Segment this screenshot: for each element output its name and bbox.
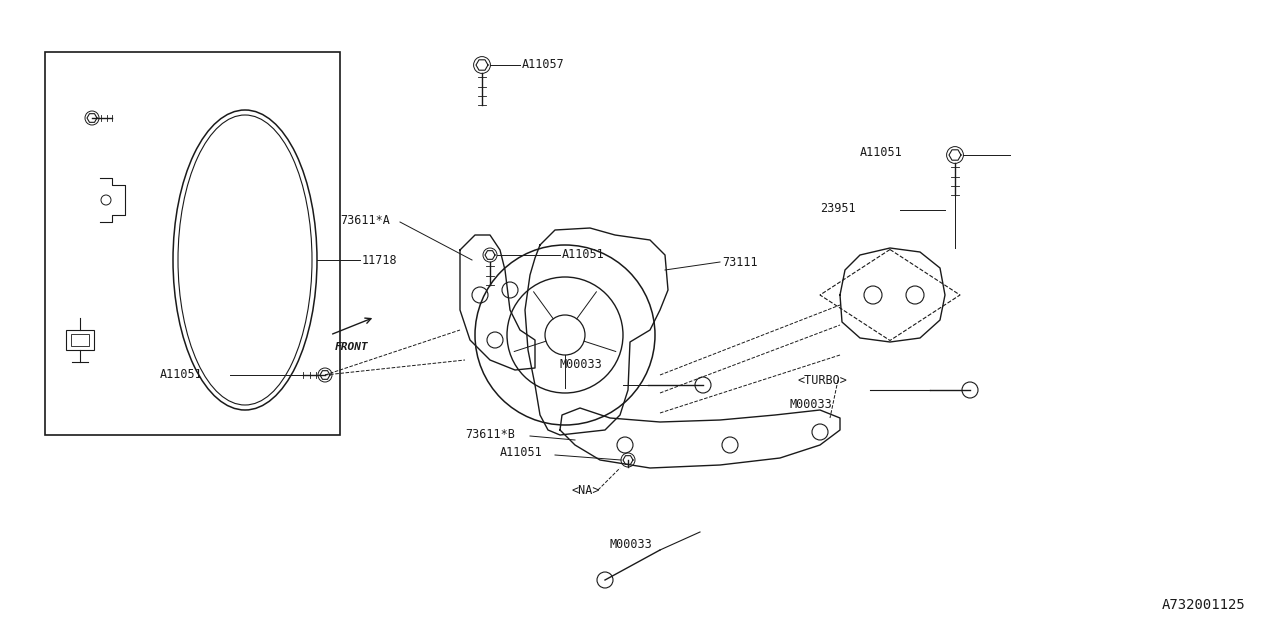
- Text: M00033: M00033: [611, 538, 653, 552]
- Bar: [70, 334, 90, 346]
- Bar: [45, 52, 340, 435]
- Text: M00033: M00033: [561, 358, 603, 371]
- Text: A732001125: A732001125: [1161, 598, 1245, 612]
- Text: 23951: 23951: [820, 202, 855, 214]
- Text: 11718: 11718: [362, 253, 398, 266]
- Text: A11051: A11051: [160, 369, 202, 381]
- Text: M00033: M00033: [790, 399, 833, 412]
- Text: <TURBO>: <TURBO>: [797, 374, 847, 387]
- Text: A11057: A11057: [522, 58, 564, 72]
- Text: A11051: A11051: [500, 447, 543, 460]
- Bar: [67, 330, 93, 350]
- Text: 73611*A: 73611*A: [340, 214, 390, 227]
- Text: 73611*B: 73611*B: [465, 429, 515, 442]
- Text: <NA>: <NA>: [572, 483, 600, 497]
- Text: A11051: A11051: [562, 248, 604, 262]
- Text: 73111: 73111: [722, 255, 758, 269]
- Text: A11051: A11051: [860, 147, 902, 159]
- Text: FRONT: FRONT: [335, 342, 369, 352]
